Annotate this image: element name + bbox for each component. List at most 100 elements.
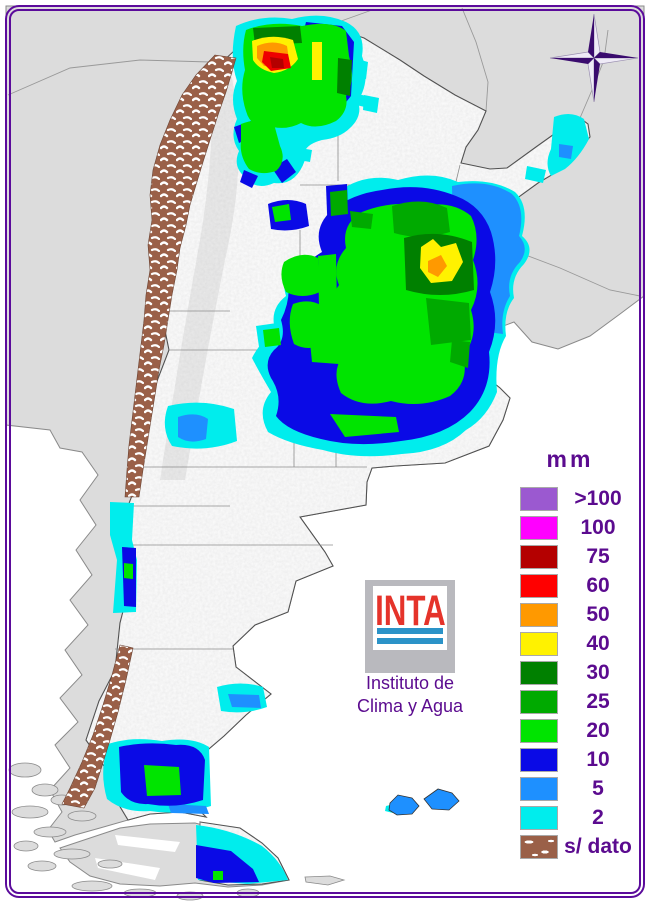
inta-logo-bar-bottom xyxy=(377,638,443,644)
legend-swatch xyxy=(520,690,558,714)
inta-logo-bar-top xyxy=(377,628,443,634)
archipelago-island xyxy=(31,783,59,797)
archipelago-island xyxy=(8,762,42,778)
legend-row: >100 xyxy=(520,487,638,511)
legend-row: 10 xyxy=(520,748,638,772)
precipitation-area-p50 xyxy=(428,255,447,277)
archipelago-island xyxy=(176,891,204,901)
legend-row: 30 xyxy=(520,661,638,685)
inta-logo-text: INTA xyxy=(374,587,446,635)
legend-label: 20 xyxy=(586,719,610,742)
legend-swatch xyxy=(520,603,558,627)
precipitation-area-c2 xyxy=(547,113,589,176)
precipitation-area-p25 xyxy=(330,190,348,216)
precipitation-area-p20 xyxy=(124,563,133,579)
legend-row: 60 xyxy=(520,574,638,598)
legend-swatch xyxy=(520,806,558,830)
precipitation-area-p25 xyxy=(350,211,373,229)
legend-label: 40 xyxy=(586,632,610,655)
legend-row: 5 xyxy=(520,777,638,801)
legend-row: 100 xyxy=(520,516,638,540)
precipitation-area-p20 xyxy=(352,384,426,400)
precipitation-area-p5 xyxy=(178,414,208,442)
compass-rose-icon xyxy=(550,58,594,64)
legend-label: 25 xyxy=(586,690,610,713)
precipitation-area-p75 xyxy=(270,57,284,68)
archipelago-island xyxy=(71,880,113,892)
legend-swatch xyxy=(520,574,558,598)
archipelago-island xyxy=(67,810,97,822)
legend-row: 20 xyxy=(520,719,638,743)
legend-swatch xyxy=(520,487,558,511)
precipitation-area-p5 xyxy=(228,694,261,708)
legend-swatch xyxy=(520,545,558,569)
legend-label: >100 xyxy=(574,487,622,510)
precipitation-area-p20 xyxy=(330,414,399,437)
archipelago-island xyxy=(13,840,39,852)
compass-rose-icon xyxy=(594,52,638,58)
legend-row: 75 xyxy=(520,545,638,569)
precipitation-area-c2 xyxy=(299,148,312,162)
precipitation-legend: mm >100 100 75 60 50 40 30 25 20 10 5 2 s/ dato xyxy=(520,446,638,864)
precipitation-area-c2 xyxy=(363,95,379,113)
institute-caption-line1: Instituto de xyxy=(365,673,455,693)
institute-caption-line2: Clima y Agua xyxy=(356,696,464,716)
archipelago-island xyxy=(236,888,260,898)
legend-label: s/ dato xyxy=(564,835,632,858)
precipitation-area-p10 xyxy=(240,170,258,188)
precipitation-area-p20 xyxy=(272,204,291,222)
precipitation-area-p25 xyxy=(426,298,471,345)
precipitation-area-p25 xyxy=(450,340,470,368)
precipitation-area-c2 xyxy=(353,58,368,79)
legend-unit-title: mm xyxy=(546,446,594,472)
legend-swatch xyxy=(520,661,558,685)
legend-label: 30 xyxy=(586,661,610,684)
legend-swatch xyxy=(520,835,558,859)
no-data-area xyxy=(124,54,237,498)
legend-swatch xyxy=(520,719,558,743)
precipitation-area-p20 xyxy=(263,328,281,347)
archipelago-island xyxy=(11,805,49,819)
legend-row: 40 xyxy=(520,632,638,656)
precipitation-area-p20 xyxy=(144,765,181,796)
legend-row: 2 xyxy=(520,806,638,830)
compass-rose-icon xyxy=(594,58,600,102)
legend-label: 100 xyxy=(580,516,616,539)
precipitation-area-c2 xyxy=(525,166,546,183)
inta-logo: INTA xyxy=(365,580,455,673)
precipitation-area-p20 xyxy=(240,120,283,174)
legend-label: 75 xyxy=(586,545,610,568)
precipitation-area-p10 xyxy=(196,845,259,883)
legend-swatch xyxy=(520,748,558,772)
archipelago-island xyxy=(53,848,91,860)
foreign-border-line xyxy=(461,7,489,112)
andes-foothill-shading xyxy=(160,70,239,480)
no-data-area xyxy=(61,644,134,809)
legend-label: 2 xyxy=(592,806,604,829)
legend-row: 25 xyxy=(520,690,638,714)
legend-swatch xyxy=(520,632,558,656)
inta-logo-panel: INTA xyxy=(373,586,447,650)
legend-row: 50 xyxy=(520,603,638,627)
archipelago-island xyxy=(123,888,157,898)
precipitation-area-p5 xyxy=(423,788,460,811)
precipitation-area-p20 xyxy=(213,871,223,880)
foreign-border-line xyxy=(7,59,211,96)
archipelago-island xyxy=(33,826,67,838)
precipitation-area-p20 xyxy=(281,254,320,296)
archipelago-island xyxy=(27,860,57,872)
archipelago-island xyxy=(97,859,123,869)
precipitation-area-p5 xyxy=(168,804,209,814)
precipitation-area-p25 xyxy=(392,201,450,237)
legend-row: s/ dato xyxy=(520,835,638,859)
precipitation-area-p30 xyxy=(337,58,352,96)
legend-label: 50 xyxy=(586,603,610,626)
legend-label: 10 xyxy=(586,748,610,771)
precipitation-area-p5 xyxy=(559,144,573,159)
precipitation-area-p20 xyxy=(289,301,324,348)
legend-label: 5 xyxy=(592,777,604,800)
isla-de-los-estados xyxy=(304,875,346,886)
precipitation-area-p20 xyxy=(318,254,338,360)
institute-caption: Instituto de Clima y Agua xyxy=(330,672,490,718)
